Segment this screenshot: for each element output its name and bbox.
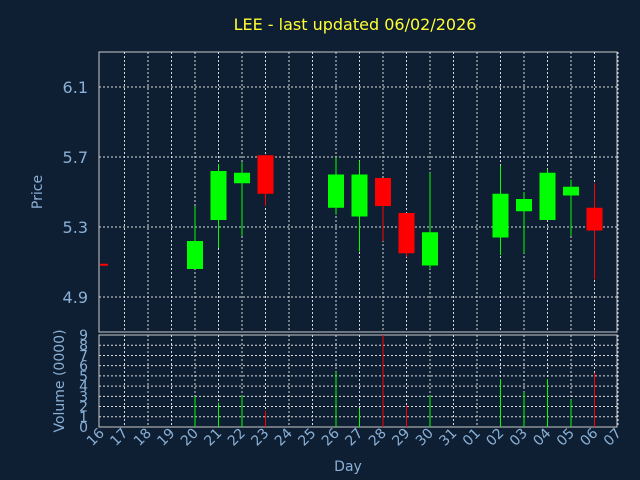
candle-body [422, 232, 438, 266]
day-tick-label: 01 [460, 426, 484, 450]
candle-body [375, 178, 391, 206]
price-tick-label: 5.7 [63, 148, 88, 167]
volume-gridlines [99, 344, 617, 418]
day-tick-label: 19 [154, 426, 178, 450]
price-axis-label: Price [30, 175, 46, 209]
price-plot-frame [98, 51, 618, 333]
candle-body [586, 207, 603, 231]
price-tick-label: 6.1 [63, 78, 88, 97]
price-tick-labels: 6.1 5.7 5.3 4.9 [63, 78, 88, 307]
candle-body [257, 155, 274, 194]
day-tick-label: 03 [507, 426, 531, 450]
volume-tick-label: 1 [79, 410, 88, 426]
candle-body [210, 171, 227, 220]
day-tick-label: 24 [272, 425, 296, 449]
price-tick-label: 4.9 [63, 288, 88, 307]
candle-body [100, 263, 108, 266]
candle-body [492, 193, 509, 238]
candle-body [398, 213, 415, 254]
day-tick-label: 21 [201, 426, 225, 450]
candle-body [234, 172, 250, 184]
volume-bars [194, 335, 595, 427]
candle-body [187, 241, 203, 269]
volume-tick-label: 7 [79, 348, 88, 364]
day-tick-label: 20 [178, 426, 202, 450]
day-tick-labels: 16 17 18 19 20 21 22 23 24 25 26 27 28 29 30 31 01 02 03 04… [84, 425, 625, 449]
volume-plot-frame [98, 334, 618, 428]
day-tick-label: 23 [248, 426, 272, 450]
day-tick-label: 30 [413, 426, 437, 450]
volume-tick-label: 3 [79, 389, 88, 405]
day-tick-label: 17 [107, 426, 131, 450]
candle-body [328, 174, 344, 208]
day-axis-label: Day [334, 459, 362, 475]
day-tick-label: 27 [342, 426, 366, 450]
candle-body [539, 172, 556, 220]
volume-tick-label: 2 [79, 400, 88, 416]
volume-tick-label: 6 [79, 359, 88, 375]
day-tick-label: 22 [225, 426, 249, 450]
day-tick-label: 04 [530, 425, 554, 449]
volume-axis-label: Volume (0000) [52, 329, 68, 432]
volume-vertical-gridlines [124, 335, 619, 427]
day-tick-label: 06 [577, 425, 601, 449]
day-tick-label: 05 [554, 426, 578, 450]
day-tick-label: 26 [319, 425, 343, 449]
volume-tick-label: 9 [79, 328, 88, 344]
day-tick-label: 31 [436, 426, 460, 450]
candle-body [516, 199, 532, 212]
candle-body [563, 186, 579, 196]
price-tick-label: 5.3 [63, 218, 88, 237]
volume-tick-label: 4 [79, 379, 88, 395]
volume-tick-label: 8 [79, 338, 88, 354]
day-tick-label: 28 [366, 426, 390, 450]
day-tick-label: 07 [601, 426, 625, 450]
volume-tick-label: 0 [79, 420, 88, 436]
candles [100, 155, 603, 280]
candle-body [351, 174, 368, 217]
day-tick-label: 02 [483, 426, 507, 450]
day-tick-label: 29 [389, 426, 413, 450]
day-tick-label: 25 [295, 426, 319, 450]
volume-tick-label: 5 [79, 369, 88, 385]
chart-title: LEE - last updated 06/02/2026 [234, 15, 477, 34]
day-tick-label: 18 [131, 426, 155, 450]
price-panel: 6.1 5.7 5.3 4.9 Price [30, 51, 619, 333]
